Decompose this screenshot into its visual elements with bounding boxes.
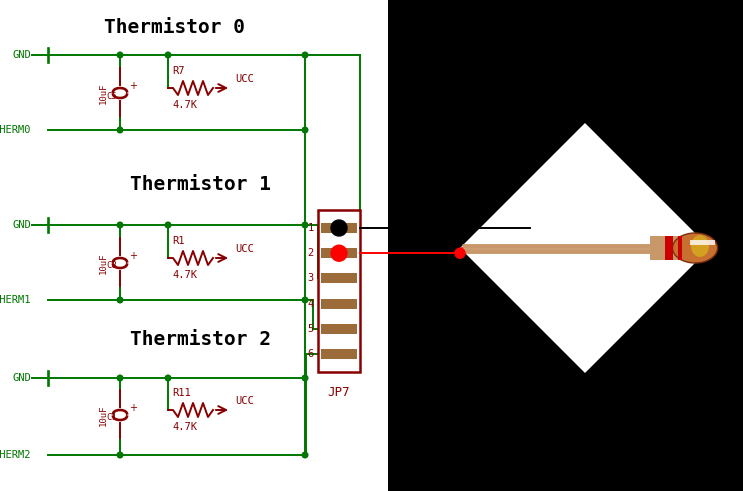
Circle shape — [165, 52, 171, 58]
Text: C5: C5 — [107, 91, 117, 101]
Text: 4.7K: 4.7K — [172, 422, 197, 432]
Circle shape — [331, 245, 347, 261]
Circle shape — [455, 248, 465, 258]
Circle shape — [165, 375, 171, 381]
Text: THERM0: THERM0 — [0, 125, 31, 135]
Text: UCC: UCC — [235, 74, 254, 84]
Bar — [318, 210, 360, 372]
Bar — [321, 324, 357, 334]
Text: 1: 1 — [308, 223, 314, 233]
Bar — [321, 223, 357, 233]
Circle shape — [117, 52, 123, 58]
Text: UCC: UCC — [235, 244, 254, 254]
Bar — [678, 236, 682, 260]
Text: R11: R11 — [172, 388, 191, 398]
Text: R7: R7 — [172, 66, 184, 76]
Text: Thermistor 1: Thermistor 1 — [129, 175, 270, 194]
Text: R1: R1 — [172, 236, 184, 246]
Circle shape — [117, 452, 123, 458]
Circle shape — [117, 297, 123, 303]
Bar — [650, 236, 690, 260]
Text: 6: 6 — [308, 349, 314, 359]
Text: +: + — [129, 81, 137, 91]
Text: 10uF: 10uF — [99, 252, 108, 274]
Text: 5: 5 — [308, 324, 314, 334]
Circle shape — [331, 220, 347, 236]
Text: GND: GND — [12, 373, 31, 383]
Bar — [321, 349, 357, 359]
Text: 4: 4 — [308, 299, 314, 309]
Text: 10uF: 10uF — [99, 82, 108, 104]
Circle shape — [117, 222, 123, 228]
Polygon shape — [460, 123, 710, 373]
Bar — [690, 240, 715, 245]
Ellipse shape — [672, 233, 718, 263]
Circle shape — [302, 452, 308, 458]
Circle shape — [302, 297, 308, 303]
Bar — [321, 273, 357, 283]
Bar — [321, 299, 357, 309]
Text: C1: C1 — [107, 413, 117, 422]
Text: THERM1: THERM1 — [0, 295, 31, 305]
Text: GND: GND — [12, 220, 31, 230]
Text: +: + — [129, 251, 137, 261]
Text: C8: C8 — [107, 262, 117, 271]
Circle shape — [302, 222, 308, 228]
Text: GND: GND — [12, 50, 31, 60]
Text: JP7: JP7 — [328, 386, 350, 399]
Text: 10uF: 10uF — [99, 404, 108, 426]
Text: 2: 2 — [308, 248, 314, 258]
Circle shape — [302, 375, 308, 381]
Bar — [321, 248, 357, 258]
Text: 4.7K: 4.7K — [172, 270, 197, 280]
Text: +: + — [129, 403, 137, 413]
Circle shape — [165, 222, 171, 228]
Circle shape — [117, 375, 123, 381]
Text: 3: 3 — [308, 273, 314, 283]
Text: THERM2: THERM2 — [0, 450, 31, 460]
Circle shape — [117, 127, 123, 133]
Text: Thermistor 0: Thermistor 0 — [105, 18, 245, 37]
Bar — [388, 0, 743, 491]
Circle shape — [302, 127, 308, 133]
Text: Thermistor 2: Thermistor 2 — [129, 330, 270, 349]
Bar — [665, 236, 673, 260]
Text: 4.7K: 4.7K — [172, 100, 197, 110]
Text: UCC: UCC — [235, 396, 254, 406]
Circle shape — [302, 52, 308, 58]
Ellipse shape — [691, 235, 709, 257]
